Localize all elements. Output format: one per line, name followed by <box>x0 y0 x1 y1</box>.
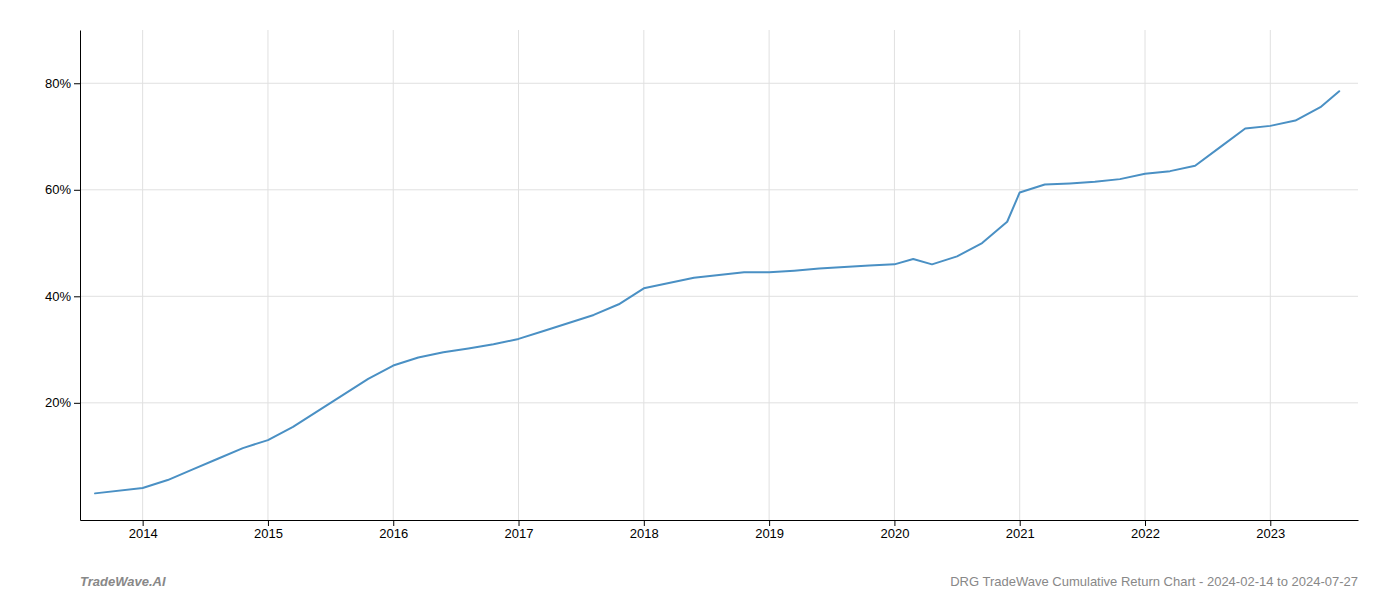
x-tick-mark <box>1020 520 1021 526</box>
y-tick-mark <box>74 296 80 297</box>
y-tick-label: 60% <box>45 182 71 197</box>
grid-line-x <box>1019 30 1020 520</box>
x-tick-mark <box>268 520 269 526</box>
x-tick-label: 2023 <box>1256 526 1285 541</box>
grid-line-y <box>80 296 1358 297</box>
x-tick: 2021 <box>1006 520 1035 541</box>
x-tick: 2018 <box>630 520 659 541</box>
x-tick: 2015 <box>254 520 283 541</box>
y-tick: 20% <box>45 395 80 410</box>
x-tick-label: 2021 <box>1006 526 1035 541</box>
y-tick-label: 20% <box>45 395 71 410</box>
y-axis: 20% 40% 60% 80% <box>45 31 81 521</box>
grid-line-x <box>267 30 268 520</box>
y-axis-line <box>80 31 81 521</box>
x-tick: 2019 <box>755 520 784 541</box>
x-tick-mark <box>644 520 645 526</box>
grid-line-y <box>80 83 1358 84</box>
x-tick-mark <box>519 520 520 526</box>
grid-line-x <box>1270 30 1271 520</box>
y-tick-mark <box>74 83 80 84</box>
x-tick-label: 2019 <box>755 526 784 541</box>
grid-line-y <box>80 402 1358 403</box>
plot-area <box>95 91 1339 493</box>
grid-line-x <box>142 30 143 520</box>
data-line <box>95 91 1339 493</box>
y-tick-label: 80% <box>45 76 71 91</box>
annotation: TradeWave.AI <box>80 574 166 589</box>
x-tick: 2014 <box>129 520 158 541</box>
y-tick-mark <box>74 403 80 404</box>
grid-line-x <box>393 30 394 520</box>
y-tick: 40% <box>45 289 80 304</box>
grid-line-x <box>1145 30 1146 520</box>
x-tick: 2016 <box>379 520 408 541</box>
x-tick-mark <box>393 520 394 526</box>
grid <box>80 30 1358 520</box>
x-tick-label: 2022 <box>1131 526 1160 541</box>
x-tick-label: 2017 <box>505 526 534 541</box>
x-tick: 2022 <box>1131 520 1160 541</box>
chart: 2014 2015 2016 2017 2018 2019 2020 2021 2022 2023… <box>0 0 1400 600</box>
x-tick: 2020 <box>880 520 909 541</box>
x-tick-mark <box>769 520 770 526</box>
x-tick: 2023 <box>1256 520 1285 541</box>
x-tick-label: 2014 <box>129 526 158 541</box>
x-tick-mark <box>143 520 144 526</box>
x-tick-label: 2018 <box>630 526 659 541</box>
x-tick: 2017 <box>505 520 534 541</box>
y-tick-mark <box>74 190 80 191</box>
grid-line-x <box>643 30 644 520</box>
x-tick-mark <box>1270 520 1271 526</box>
x-tick-label: 2016 <box>379 526 408 541</box>
x-axis-line <box>81 520 1359 521</box>
x-tick-mark <box>894 520 895 526</box>
y-tick: 60% <box>45 182 80 197</box>
y-tick: 80% <box>45 76 80 91</box>
x-tick-label: 2015 <box>254 526 283 541</box>
grid-line-x <box>894 30 895 520</box>
x-tick-mark <box>1145 520 1146 526</box>
grid-line-x <box>769 30 770 520</box>
grid-line-x <box>518 30 519 520</box>
grid-line-y <box>80 189 1358 190</box>
x-tick-label: 2020 <box>880 526 909 541</box>
y-tick-label: 40% <box>45 289 71 304</box>
annotation: DRG TradeWave Cumulative Return Chart - … <box>950 574 1358 589</box>
x-axis: 2014 2015 2016 2017 2018 2019 2020 2021 2022 2023 <box>81 520 1359 541</box>
